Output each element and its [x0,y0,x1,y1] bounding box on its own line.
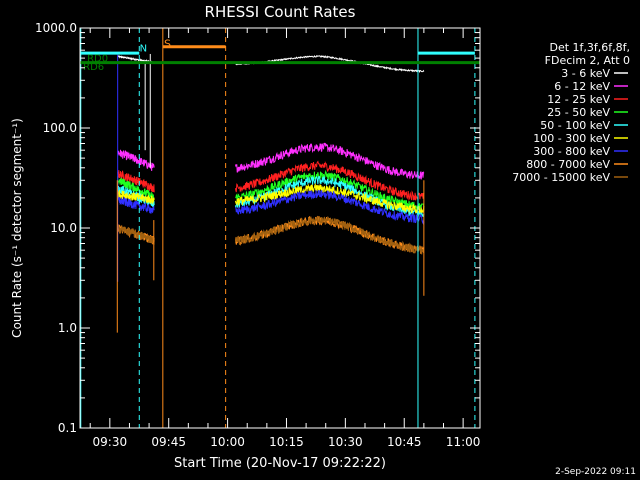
y-axis-label: Count Rate (s⁻¹ detector segment⁻¹) [10,118,24,338]
x-tick-label: 09:30 [93,435,128,449]
legend-entry-label-5: 100 - 300 keV [533,132,610,145]
series-line-3 [117,169,425,211]
y-tick-label: 1000.0 [35,21,77,35]
y-tick-label: 10.0 [50,221,77,235]
legend-header-0: Det 1f,3f,6f,8f, [549,41,630,54]
x-axis-label: Start Time (20-Nov-17 09:22:22) [174,456,386,471]
legend-entry-label-8: 7000 - 15000 keV [512,171,610,184]
legend-entry-label-1: 6 - 12 keV [554,80,610,93]
x-tick-label: 09:45 [151,435,186,449]
annotation-n: N [140,44,147,55]
footer-date: 2-Sep-2022 09:11 [555,467,636,477]
axes: 0.1 1.0 10.0 100.0 1000.0 09:30 09:45 10:00 10:1… [35,21,480,449]
series-line-5 [117,182,425,214]
annotation-rd6: RD6 [83,62,104,73]
x-tick-label: 10:15 [269,435,304,449]
series-line-8 [117,216,425,255]
annotation-s: S [164,37,171,50]
legend-entry-label-0: 3 - 6 keV [561,67,610,80]
legend-entry-label-2: 12 - 25 keV [547,93,610,106]
y-tick-label: 100.0 [43,121,77,135]
y-tick-label: 1.0 [58,321,77,335]
legend-entry-label-7: 800 - 7000 keV [526,158,610,171]
legend-entry-label-6: 300 - 800 keV [533,145,610,158]
series-line-6 [117,189,425,225]
x-tick-label: 10:00 [210,435,245,449]
x-tick-label: 10:30 [328,435,363,449]
x-tick-label: 10:45 [387,435,422,449]
legend-entry-label-3: 25 - 50 keV [547,106,610,119]
x-tick-label: 11:00 [446,435,481,449]
legend-entry-label-4: 50 - 100 keV [540,119,610,132]
annotation-rd0: RD0 [87,53,108,64]
legend-header-1: FDecim 2, Att 0 [545,54,630,67]
series-line-1 [117,142,425,180]
legend: Det 1f,3f,6f,8f,FDecim 2, Att 03 - 6 keV… [512,41,630,184]
chart-title: RHESSI Count Rates [205,3,356,21]
y-tick-label: 0.1 [58,421,77,435]
